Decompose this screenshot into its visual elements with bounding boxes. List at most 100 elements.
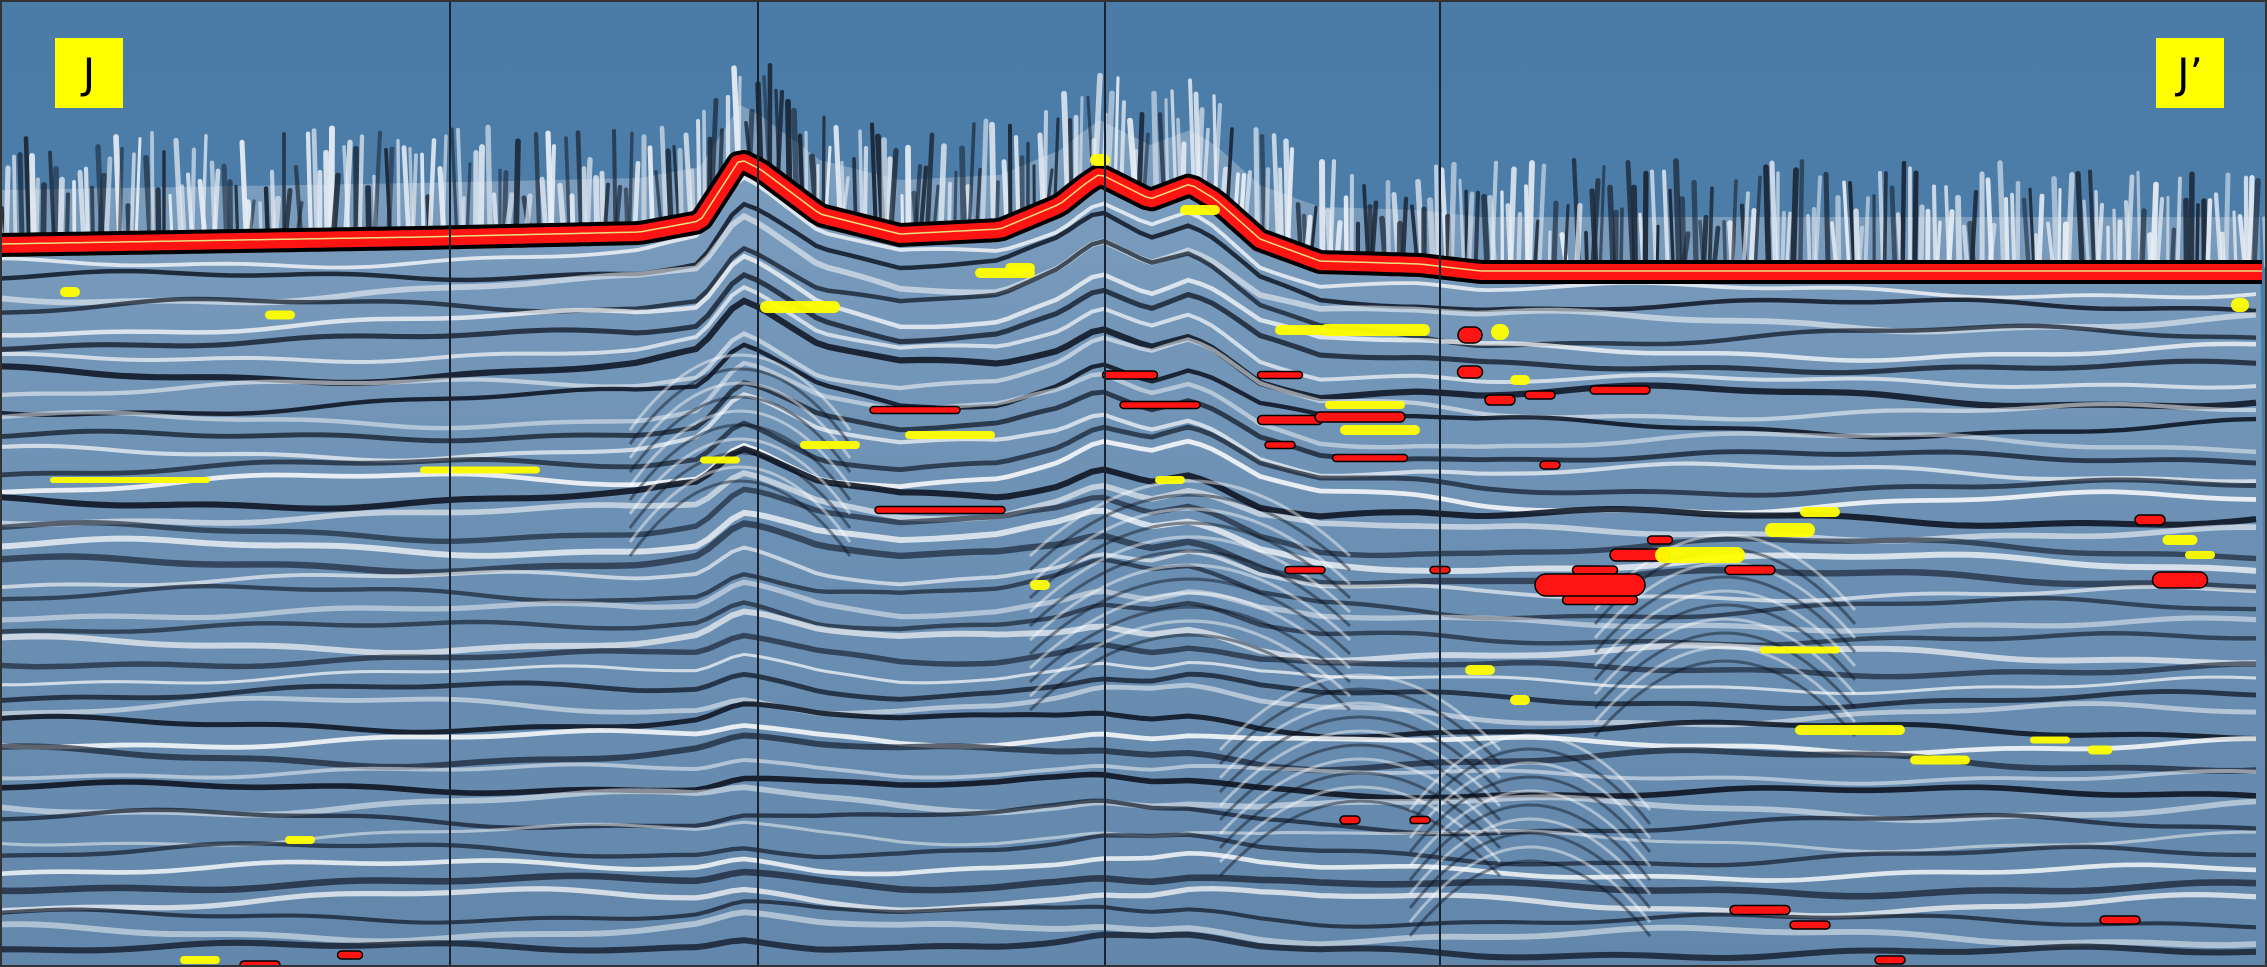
red-horizon-segment bbox=[869, 405, 961, 415]
noise-streak bbox=[689, 168, 696, 220]
reflector-layers bbox=[0, 175, 2257, 962]
noise-streak bbox=[1445, 213, 1452, 265]
noise-streak bbox=[1753, 175, 1762, 268]
dipping-event bbox=[1218, 757, 1502, 836]
noise-streak bbox=[1042, 110, 1049, 208]
yellow-horizon-segment bbox=[2185, 551, 2215, 559]
noise-streak bbox=[77, 169, 87, 241]
noise-streak bbox=[117, 147, 124, 239]
dipping-event bbox=[1028, 619, 1352, 698]
peak-reflector bbox=[0, 360, 2257, 455]
trough-reflector bbox=[0, 238, 2257, 349]
noise-streak bbox=[3, 165, 11, 242]
noise-streak bbox=[1662, 169, 1670, 268]
noise-streak bbox=[311, 128, 320, 237]
noise-streak bbox=[737, 75, 742, 159]
red-horizon-segment bbox=[1409, 815, 1431, 825]
peak-reflector bbox=[0, 284, 2257, 390]
noise-streak bbox=[97, 172, 107, 241]
yellow-horizon-segment bbox=[60, 287, 80, 297]
dipping-event bbox=[1408, 761, 1652, 839]
noise-streak bbox=[1053, 117, 1060, 203]
noise-streak bbox=[804, 130, 809, 199]
yellow-horizon-segment bbox=[1320, 324, 1430, 336]
noise-streak bbox=[1136, 111, 1145, 192]
red-horizon-segment bbox=[336, 950, 364, 960]
noise-streak bbox=[263, 186, 270, 237]
red-horizon-segment bbox=[1534, 573, 1646, 597]
peak-reflector bbox=[0, 579, 2257, 634]
noise-streak bbox=[40, 182, 47, 242]
peak-reflector bbox=[0, 682, 2257, 728]
noise-streak bbox=[2136, 170, 2142, 268]
yellow-horizon-segment bbox=[1910, 755, 1970, 765]
yellow-horizon-segment bbox=[1275, 325, 1325, 335]
noise-streak bbox=[1700, 214, 1709, 269]
noise-streak bbox=[283, 187, 293, 237]
peak-reflector bbox=[0, 608, 2257, 667]
red-horizon-segment bbox=[1331, 453, 1409, 463]
noise-streak bbox=[2021, 197, 2031, 269]
noise-streak bbox=[1427, 197, 1436, 263]
dipping-event bbox=[1408, 803, 1652, 881]
noise-streak bbox=[401, 145, 411, 235]
noise-streak bbox=[1362, 184, 1370, 260]
noise-streak bbox=[1196, 107, 1205, 188]
red-horizon-segment bbox=[1256, 414, 1324, 426]
peak-reflector bbox=[0, 652, 2257, 696]
noise-streak bbox=[57, 176, 65, 241]
dipping-reflectors bbox=[628, 353, 1857, 937]
noise-streak bbox=[129, 152, 136, 239]
red-horizon-segment bbox=[1456, 365, 1484, 379]
dipping-event bbox=[1408, 789, 1652, 867]
noise-streak bbox=[1285, 147, 1295, 248]
yellow-horizon-segment bbox=[1765, 523, 1815, 537]
dipping-event bbox=[628, 479, 852, 557]
noise-streak bbox=[862, 145, 869, 223]
peak-reflector bbox=[0, 391, 2257, 484]
noise-streak bbox=[875, 133, 886, 226]
noise-streak bbox=[477, 144, 485, 234]
red-horizon-segment bbox=[1789, 920, 1831, 930]
noise-streak bbox=[1955, 194, 1963, 269]
noise-streak bbox=[1259, 133, 1267, 237]
noise-streak bbox=[1295, 202, 1303, 250]
noise-streak bbox=[1113, 76, 1120, 179]
noise-streak bbox=[1369, 200, 1379, 260]
noise-streak bbox=[1741, 191, 1750, 268]
noise-streak bbox=[557, 182, 567, 232]
noise-streak bbox=[980, 118, 989, 228]
dipping-event bbox=[1218, 673, 1502, 752]
dipping-event bbox=[1593, 603, 1857, 681]
noise-streak bbox=[2223, 172, 2231, 269]
red-horizon-segment bbox=[1561, 594, 1639, 606]
trough-reflector bbox=[0, 701, 2257, 742]
noise-streak bbox=[2150, 181, 2159, 269]
dipping-event bbox=[1593, 659, 1857, 737]
noise-streak bbox=[1823, 171, 1831, 269]
red-horizon-segment bbox=[2099, 915, 2141, 925]
dipping-event bbox=[1028, 535, 1352, 614]
interpreted-horizons bbox=[0, 150, 2267, 967]
yellow-horizon-segment bbox=[1325, 401, 1405, 409]
dipping-event bbox=[1028, 521, 1352, 600]
peak-reflector bbox=[0, 909, 2257, 949]
trough-reflector bbox=[0, 632, 2256, 680]
yellow-horizon-segment bbox=[1800, 507, 1840, 517]
noise-streak bbox=[539, 176, 549, 232]
red-horizon-segment bbox=[1571, 565, 1619, 575]
noise-streak bbox=[17, 152, 25, 242]
trough-reflector bbox=[0, 771, 2257, 801]
noise-streak bbox=[1328, 159, 1337, 259]
noise-streak bbox=[824, 145, 832, 213]
noise-streak bbox=[1309, 205, 1318, 256]
trough-reflector bbox=[0, 832, 2256, 868]
noise-streak bbox=[1946, 209, 1955, 269]
dipping-event bbox=[1593, 645, 1857, 723]
noise-streak bbox=[2237, 213, 2248, 269]
yellow-horizon-segment bbox=[50, 477, 210, 483]
noise-streak bbox=[1813, 175, 1822, 268]
noise-streak bbox=[677, 147, 684, 223]
noise-streak bbox=[1631, 184, 1638, 269]
